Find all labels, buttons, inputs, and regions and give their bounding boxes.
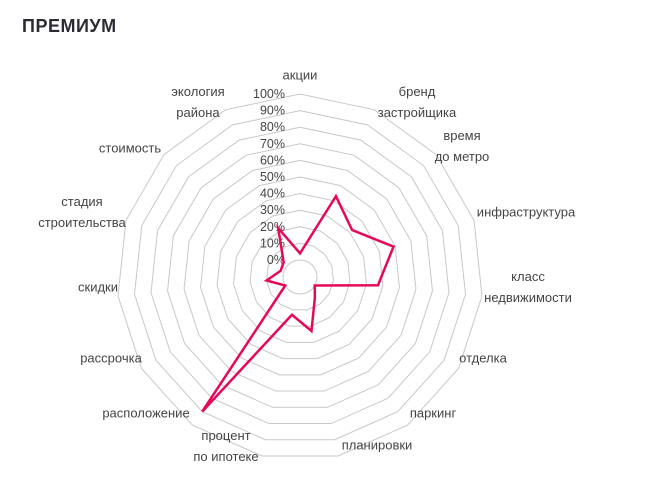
axis-label: акции — [283, 65, 318, 86]
axis-label-line: паркинг — [409, 405, 457, 421]
grid-ring — [282, 259, 318, 295]
axis-label-line: до метро — [434, 149, 490, 164]
axis-label: экология района — [171, 81, 224, 123]
axis-label: бренд застройщика — [378, 81, 457, 123]
grid-ring — [117, 93, 483, 457]
tick-label: 50% — [260, 170, 285, 184]
tick-label: 0% — [267, 253, 285, 267]
axis-label-line: экология — [171, 84, 225, 99]
axis-label: инфраструктура — [477, 202, 575, 223]
grid-ring — [183, 159, 417, 392]
tick-label: 70% — [260, 137, 285, 151]
grid-ring — [150, 126, 450, 425]
axis-label-line: акции — [282, 67, 318, 83]
grid-ring — [249, 226, 351, 327]
axis-label-line: бренд — [398, 84, 436, 99]
grid-ring — [216, 193, 384, 360]
axis-label-line: расположение — [102, 405, 190, 421]
axis-label-line: инфраструктура — [476, 204, 576, 220]
tick-label: 40% — [260, 187, 285, 201]
grid-ring — [266, 242, 334, 311]
axis-label-line: района — [176, 105, 220, 120]
axis-label-line: застройщика — [377, 105, 457, 120]
axis-label: рассрочка — [80, 348, 142, 369]
axis-label: отделка — [459, 348, 507, 369]
axis-label: паркинг — [410, 403, 456, 424]
grid-ring — [167, 143, 433, 408]
grid-ring — [200, 176, 400, 376]
axis-label: расположение — [102, 403, 189, 424]
tick-label: 100% — [253, 87, 285, 101]
chart-title: ПРЕМИУМ — [22, 16, 117, 36]
axis-label: стадия строительства — [38, 191, 126, 233]
axis-label: класс недвижимости — [484, 266, 572, 308]
axis-label-line: класс — [511, 269, 545, 284]
grid-ring — [134, 110, 466, 441]
axis-label: скидки — [78, 277, 118, 298]
axis-label: время до метро — [435, 125, 490, 167]
tick-label: 60% — [260, 153, 285, 167]
tick-label: 10% — [260, 236, 285, 250]
series-line — [201, 193, 396, 413]
tick-label: 80% — [260, 120, 285, 134]
grid-ring — [233, 209, 367, 343]
axis-label-line: по ипотеке — [193, 449, 259, 464]
axis-label-line: строительства — [38, 215, 126, 230]
axis-label-line: стадия — [61, 194, 103, 209]
axis-label-line: стоимость — [98, 140, 162, 156]
axis-label-line: планировки — [341, 437, 413, 453]
axis-label: стоимость — [99, 138, 161, 159]
axis-label-line: время — [443, 128, 481, 143]
axis-label-line: рассрочка — [80, 350, 142, 366]
axis-label: процент по ипотеке — [193, 425, 258, 467]
axis-label-line: отделка — [459, 350, 507, 366]
axis-label-line: процент — [201, 428, 251, 443]
tick-label: 30% — [260, 203, 285, 217]
tick-label: 90% — [260, 104, 285, 118]
axis-label-line: недвижимости — [484, 290, 572, 305]
axis-label-line: скидки — [78, 279, 118, 295]
axis-label: планировки — [342, 435, 413, 456]
